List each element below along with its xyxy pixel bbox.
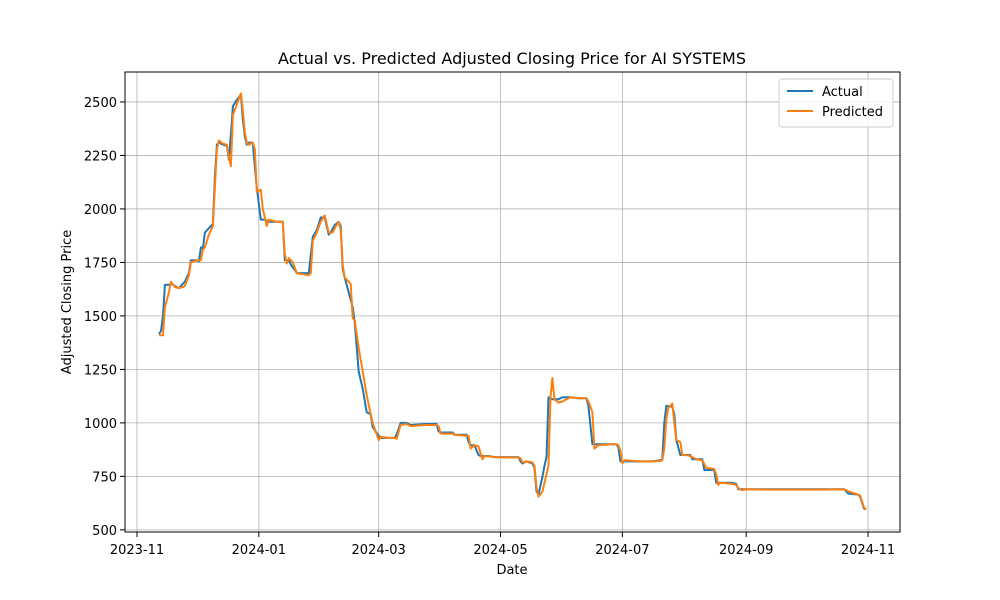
grid-lines — [125, 72, 900, 532]
legend: Actual Predicted — [778, 78, 894, 128]
y-tick-label: 1750 — [84, 256, 117, 271]
x-tick-label: 2024-11 — [841, 543, 895, 558]
y-tick-label: 1500 — [84, 310, 117, 325]
legend-label-actual: Actual — [822, 85, 863, 100]
y-axis-label: Adjusted Closing Price — [60, 230, 75, 374]
y-tick-label: 500 — [92, 524, 117, 539]
y-tick-label: 2250 — [84, 149, 117, 164]
legend-label-predicted: Predicted — [822, 105, 883, 120]
y-tick-label: 2000 — [84, 203, 117, 218]
x-tick-label: 2024-05 — [473, 543, 527, 558]
x-tick-label: 2024-03 — [352, 543, 406, 558]
x-axis: 2023-11 2024-01 2024-03 2024-05 2024-07 2024-… — [110, 532, 895, 558]
series-line-predicted — [159, 92, 867, 511]
x-tick-label: 2023-11 — [110, 543, 164, 558]
y-tick-label: 1250 — [84, 363, 117, 378]
y-tick-label: 750 — [92, 470, 117, 485]
x-axis-label: Date — [496, 563, 527, 578]
y-tick-label: 1000 — [84, 417, 117, 432]
x-tick-label: 2024-01 — [232, 543, 286, 558]
x-tick-label: 2024-09 — [719, 543, 773, 558]
plot-frame — [124, 71, 901, 533]
y-tick-label: 2500 — [84, 96, 117, 111]
chart-title: Actual vs. Predicted Adjusted Closing Pr… — [278, 49, 746, 68]
x-tick-label: 2024-07 — [595, 543, 649, 558]
y-axis: 500 750 1000 1250 1500 1750 2000 2250 2500 — [84, 96, 125, 539]
series-lines — [158, 92, 867, 511]
